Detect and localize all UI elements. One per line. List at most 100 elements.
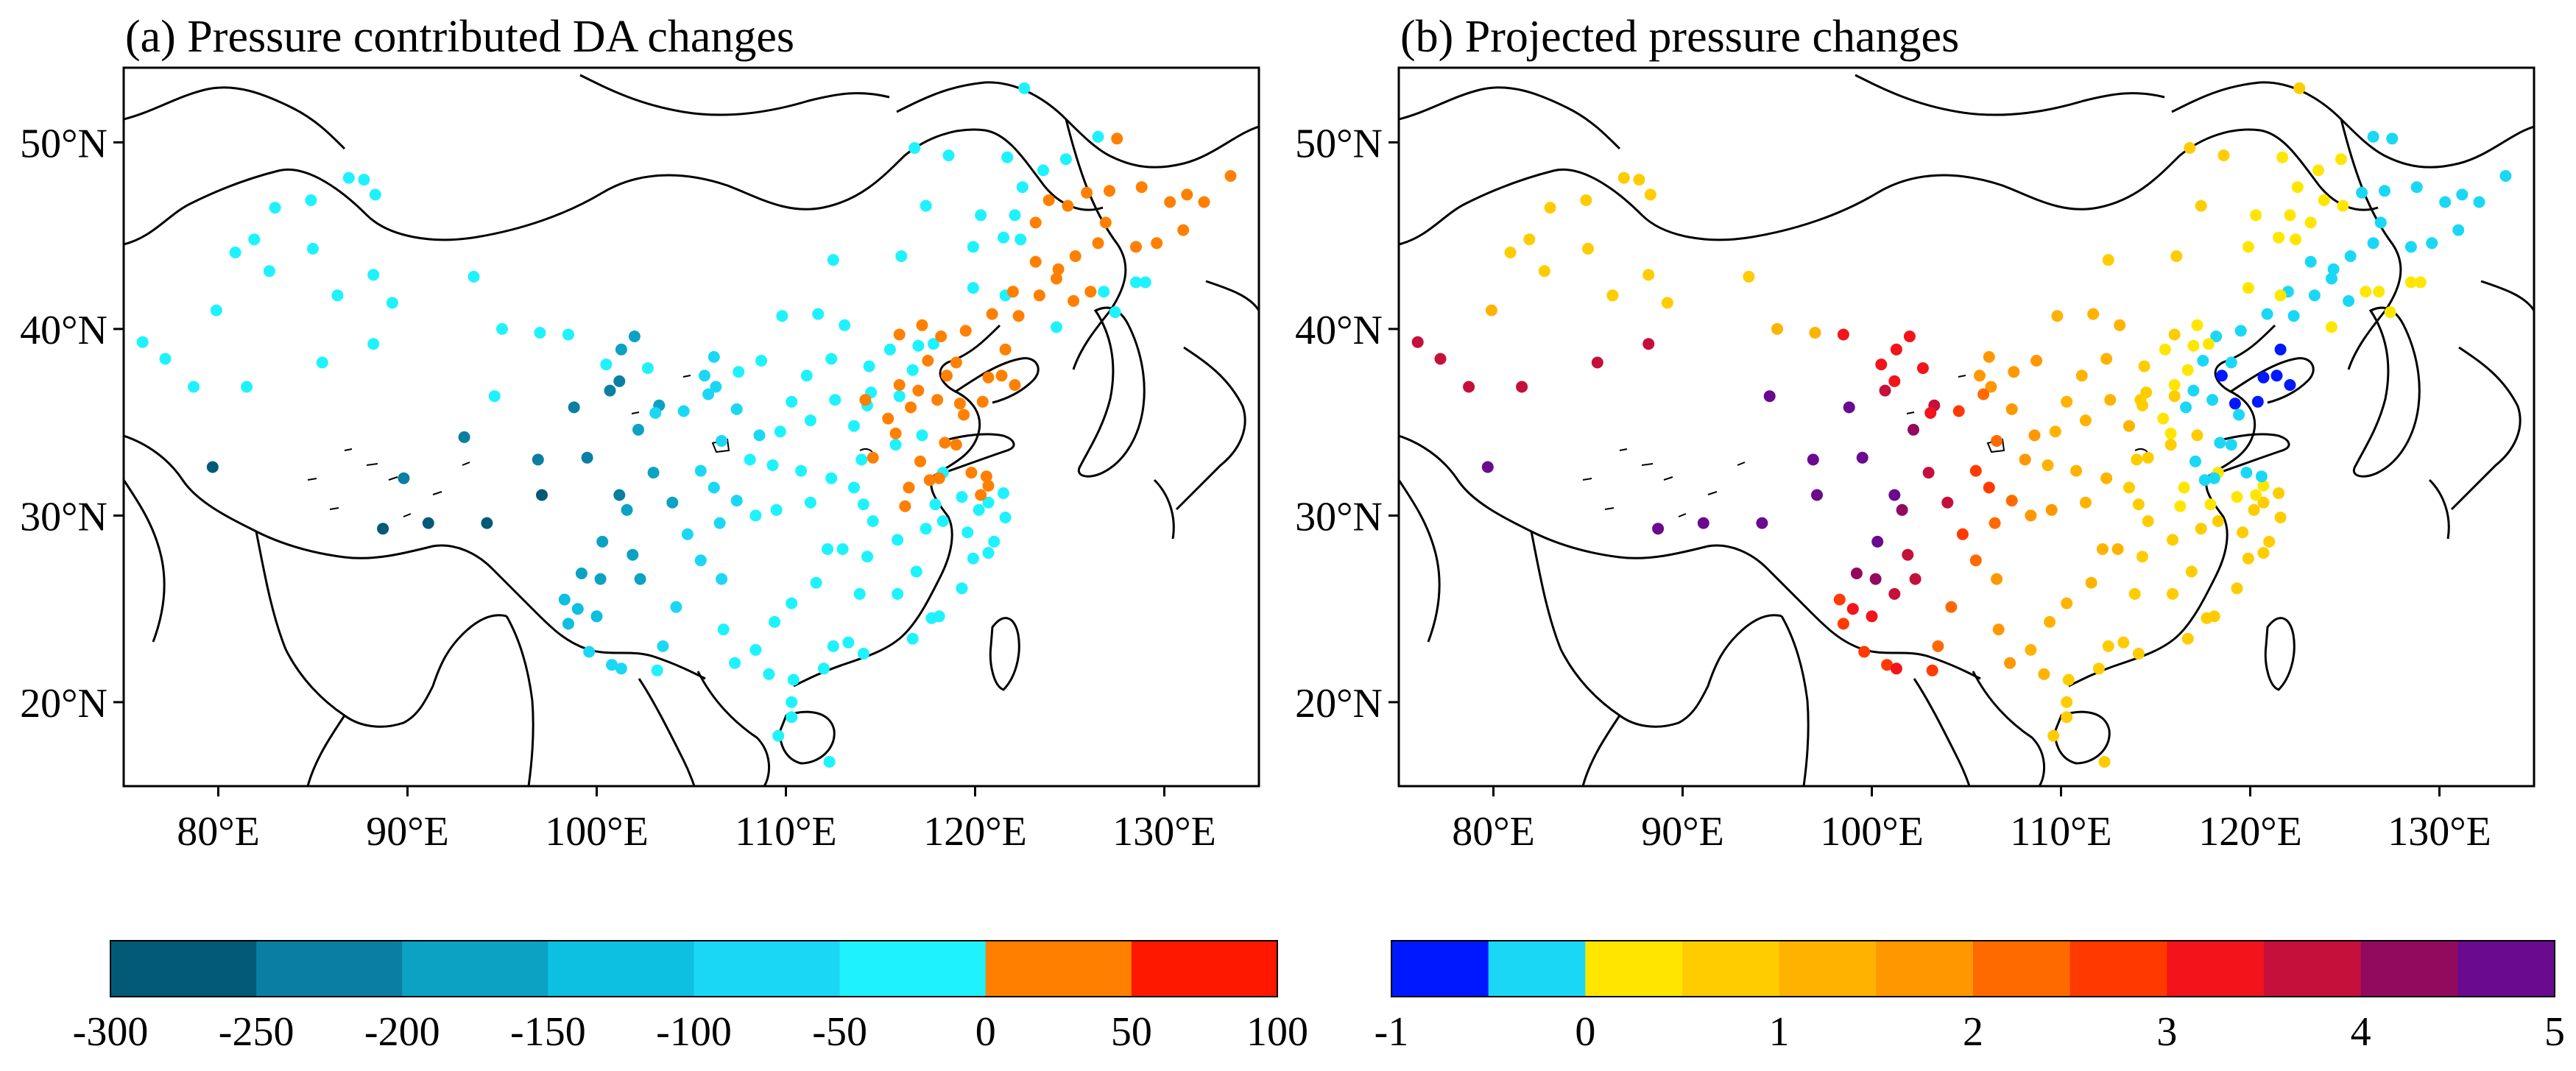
- panel-b-station-point: [2250, 489, 2262, 501]
- panel-a-station-point: [628, 331, 641, 342]
- panel-b-station-point: [2257, 479, 2270, 492]
- panel-b-station-point: [2293, 82, 2306, 94]
- panel-b-station-point: [2257, 496, 2270, 509]
- panel-a-station-point: [467, 270, 480, 283]
- panel-b-station-point: [2164, 439, 2177, 451]
- panel-b-station-point: [2170, 250, 2183, 262]
- panel-a-station-point: [694, 554, 707, 567]
- colorbar-a-segment: [839, 941, 987, 997]
- panel-b-y-axis: 20°N 30°N 40°N 50°N: [1295, 121, 1399, 727]
- panel-b-station-point: [2097, 543, 2109, 555]
- panel-a-station-point: [889, 427, 902, 439]
- panel-a-station-point: [1104, 185, 1115, 197]
- panel-b-station-point: [2167, 587, 2179, 600]
- panel-a-y-tick-label: 30°N: [20, 494, 107, 540]
- panel-a-station-point: [848, 420, 860, 432]
- panel-a-station-point: [613, 489, 626, 501]
- panel-a-station-point: [903, 481, 915, 494]
- panel-a-station-point: [641, 362, 654, 375]
- panel-b-station-point: [2181, 632, 2194, 645]
- panel-a-station-point: [920, 523, 932, 535]
- panel-b-station-point: [2473, 196, 2485, 208]
- panel-a-station-point: [458, 431, 470, 443]
- panel-a-station-point: [263, 265, 275, 278]
- panel-a-station-point: [1059, 153, 1072, 166]
- panel-b-station-point: [2198, 474, 2211, 487]
- panel-a-station-point: [916, 429, 928, 442]
- colorbar-b-segment: [1876, 941, 1974, 997]
- panel-a-station-point: [859, 394, 872, 406]
- panel-a-station-point: [995, 370, 1008, 382]
- panel-a-station-point: [621, 503, 633, 516]
- panel-a-station-point: [916, 319, 928, 331]
- panel-b-station-point: [2062, 674, 2075, 686]
- panel-b-station-point: [2025, 509, 2037, 522]
- colorbar-b: -1 0 1 2 3 4 5: [1375, 940, 2565, 1055]
- panel-a-station-point: [967, 282, 979, 294]
- panel-a-station-point: [331, 289, 344, 302]
- panel-a-station-point: [825, 353, 838, 365]
- colorbar-a-label: -200: [364, 1009, 440, 1055]
- panel-a-station-point: [982, 547, 995, 559]
- panel-a-station-point: [965, 467, 978, 479]
- panel-b-x-tick-label: 100°E: [1820, 809, 1924, 855]
- panel-b-station-point: [2132, 648, 2145, 660]
- panel-b-station-point: [2337, 199, 2349, 212]
- panel-a-station-point: [829, 394, 841, 406]
- panel-b-station-point: [1909, 573, 1922, 585]
- colorbar-a-label: -300: [73, 1009, 149, 1055]
- panel-b-y-tick-label: 20°N: [1295, 681, 1383, 727]
- panel-b-station-point: [2174, 500, 2187, 512]
- panel-b-station-point: [2356, 186, 2368, 199]
- panel-a-station-point: [568, 401, 580, 414]
- panel-a-station-point: [730, 403, 743, 415]
- panel-b-station-point: [1866, 610, 1878, 623]
- panel-b-stations: [1411, 82, 2512, 768]
- panel-b-station-point: [1591, 356, 1603, 369]
- panel-a-station-point: [1033, 289, 1045, 302]
- panel-b-station-point: [1983, 350, 1995, 363]
- panel-a-station-point: [1111, 132, 1123, 145]
- panel-b-station-point: [2123, 481, 2135, 494]
- panel-a-station-point: [942, 149, 955, 162]
- panel-a-station-point: [998, 487, 1009, 499]
- panel-a-station-point: [575, 568, 587, 579]
- panel-b-station-point: [1977, 388, 1990, 400]
- panel-b-station-point: [2079, 414, 2092, 427]
- panel-a-station-point: [600, 358, 613, 371]
- panel-b-station-point: [2187, 339, 2200, 352]
- panel-b-station-point: [2290, 233, 2302, 246]
- panel-b-station-point: [2255, 470, 2268, 483]
- panel-b-station-point: [2168, 390, 2181, 403]
- panel-a-station-point: [1098, 286, 1110, 298]
- panel-a-station-point: [774, 425, 786, 438]
- panel-b-station-point: [2379, 185, 2390, 197]
- panel-b-station-point: [1538, 265, 1550, 278]
- panel-a-station-point: [998, 231, 1009, 244]
- panel-b-station-point: [2367, 237, 2379, 250]
- panel-b-station-point: [2203, 338, 2215, 350]
- panel-a-station-point: [386, 297, 398, 309]
- panel-b-station-point: [2410, 181, 2423, 194]
- panel-a-station-point: [914, 455, 926, 467]
- panel-b-station-point: [1985, 381, 1997, 393]
- panel-b-x-tick-label: 110°E: [2010, 809, 2112, 855]
- panel-b-station-point: [2312, 164, 2324, 177]
- panel-a-station-point: [627, 548, 639, 561]
- panel-b-station-point: [2025, 643, 2037, 656]
- panel-b-station-point: [2030, 355, 2043, 367]
- panel-a-station-point: [1068, 294, 1080, 307]
- colorbar-b-segment: [2264, 941, 2362, 997]
- panel-b-station-point: [2257, 371, 2270, 383]
- panel-b-station-point: [2284, 209, 2296, 222]
- panel-b-station-point: [2061, 696, 2073, 708]
- panel-a-station-point: [694, 464, 707, 477]
- panel-a-station-point: [975, 489, 987, 501]
- panel-b-station-point: [2439, 196, 2452, 208]
- panel-b-station-point: [2386, 132, 2399, 145]
- panel-b-station-point: [2102, 254, 2114, 266]
- panel-b-station-point: [2185, 565, 2198, 578]
- panel-a-station-point: [889, 439, 902, 451]
- panel-b-station-point: [2098, 756, 2111, 768]
- panel-a-x-axis: 80°E 90°E 100°E 110°E 120°E 130°E: [177, 786, 1216, 855]
